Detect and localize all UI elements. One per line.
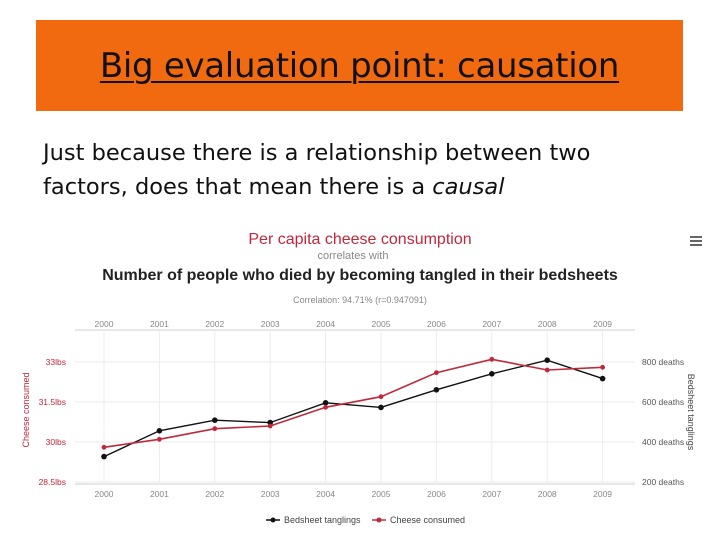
- title-banner: Big evaluation point: causation: [36, 20, 683, 111]
- legend-label: Cheese consumed: [390, 515, 465, 525]
- x-tick-label-top: 2001: [150, 319, 169, 329]
- data-point: [544, 357, 550, 363]
- slide-title: Big evaluation point: causation: [99, 45, 620, 86]
- x-tick-label-bottom: 2001: [150, 489, 169, 499]
- body-line-1: Just because there is a relationship bet…: [43, 140, 591, 166]
- data-point: [323, 404, 328, 410]
- x-tick-label-top: 2008: [538, 319, 557, 329]
- x-tick-label-top: 2007: [482, 319, 501, 329]
- data-point: [156, 428, 163, 434]
- y-left-tick-label: 30lbs: [46, 437, 66, 447]
- legend-swatch-marker: [376, 517, 382, 523]
- body-line-2-text: factors, does that mean there is a: [43, 174, 433, 200]
- data-point: [433, 387, 440, 393]
- x-tick-label-top: 2006: [427, 319, 446, 329]
- y-left-tick-label: 28.5lbs: [39, 477, 66, 487]
- y-right-tick-label: 400 deaths: [642, 437, 684, 447]
- data-point: [267, 423, 273, 429]
- data-point: [378, 394, 384, 400]
- x-tick-label-bottom: 2004: [316, 489, 335, 499]
- data-point: [101, 453, 107, 460]
- data-point: [600, 364, 605, 370]
- x-tick-label-bottom: 2006: [427, 489, 446, 499]
- menu-icon[interactable]: [690, 236, 702, 246]
- y-left-tick-label: 31.5lbs: [39, 397, 66, 407]
- y-right-tick-label: 800 deaths: [642, 357, 684, 367]
- y-right-tick-label: 600 deaths: [642, 397, 684, 407]
- x-tick-label-top: 2002: [205, 319, 224, 329]
- chart-subtitle: Number of people who died by becoming ta…: [102, 267, 618, 284]
- y-right-tick-label: 200 deaths: [642, 477, 684, 487]
- series-line-bedsheet-tanglings: [103, 359, 603, 458]
- chart-title: Per capita cheese consumption: [248, 231, 471, 248]
- data-point: [434, 370, 439, 376]
- data-point: [489, 356, 495, 362]
- x-tick-label-bottom: 2009: [593, 489, 612, 499]
- x-tick-label-top: 2000: [95, 319, 114, 329]
- x-tick-label-bottom: 2002: [205, 489, 224, 499]
- x-tick-label-top: 2005: [372, 319, 391, 329]
- y-right-axis-title: Bedsheet tanglings: [686, 374, 696, 451]
- x-tick-label-top: 2003: [261, 319, 280, 329]
- data-point: [157, 436, 162, 442]
- correlation-chart: Per capita cheese consumption correlates …: [21, 231, 696, 525]
- data-point: [599, 375, 606, 382]
- legend-label: Bedsheet tanglings: [284, 515, 361, 525]
- chart-area: Per capita cheese consumption correlates …: [0, 222, 720, 540]
- body-emphasis: causal: [432, 174, 505, 200]
- data-point: [212, 426, 218, 432]
- body-line-2: factors, does that mean there is a causa…: [43, 170, 703, 204]
- data-point: [544, 367, 550, 373]
- x-tick-label-top: 2004: [316, 319, 335, 329]
- y-left-tick-label: 33lbs: [46, 357, 66, 367]
- correlation-label: Correlation: 94.71% (r=0.947091): [293, 295, 427, 305]
- x-tick-label-bottom: 2007: [482, 489, 501, 499]
- x-tick-label-bottom: 2008: [538, 489, 557, 499]
- x-tick-label-bottom: 2005: [372, 489, 391, 499]
- data-point: [378, 404, 384, 411]
- data-point: [101, 444, 107, 450]
- slide-body: Just because there is a relationship bet…: [43, 136, 703, 204]
- y-left-axis-title: Cheese consumed: [21, 372, 31, 447]
- data-point: [489, 371, 495, 377]
- x-tick-label-bottom: 2003: [261, 489, 280, 499]
- x-tick-label-bottom: 2000: [95, 489, 114, 499]
- data-point: [267, 419, 274, 426]
- series-line-cheese-consumed: [103, 358, 603, 449]
- data-point: [322, 400, 329, 406]
- chart-connector: correlates with: [318, 250, 389, 262]
- legend-swatch-marker: [270, 517, 276, 523]
- x-tick-label-top: 2009: [593, 319, 612, 329]
- data-point: [212, 417, 218, 423]
